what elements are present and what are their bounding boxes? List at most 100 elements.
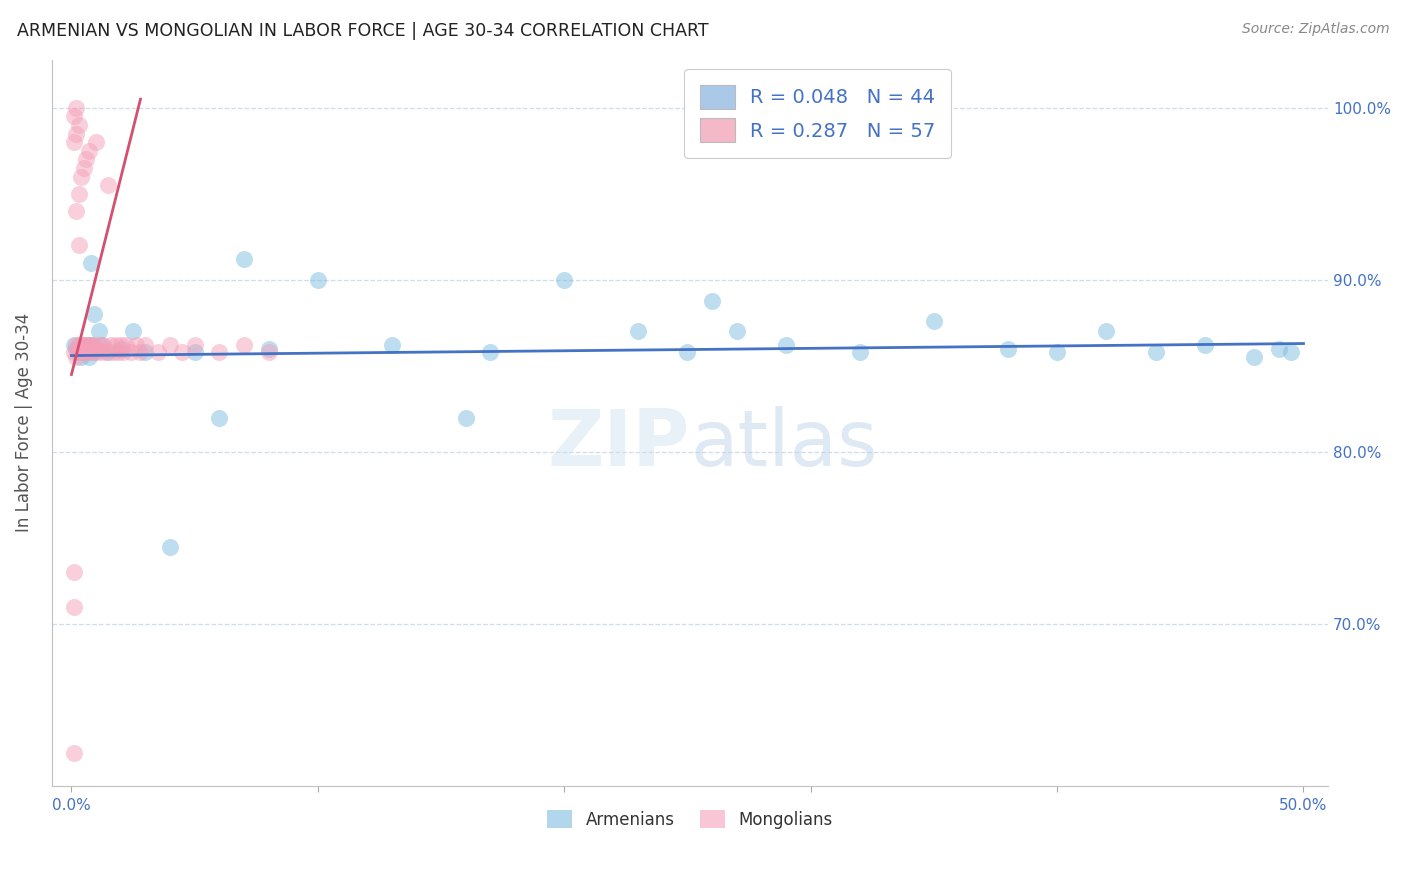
Point — [103, 345, 125, 359]
Point — [1046, 345, 1069, 359]
Point — [775, 338, 797, 352]
Point — [77, 144, 100, 158]
Point — [700, 293, 723, 308]
Point — [307, 273, 329, 287]
Point — [77, 345, 100, 359]
Point — [77, 351, 100, 365]
Point — [97, 178, 120, 193]
Point — [725, 325, 748, 339]
Point — [134, 338, 156, 352]
Point — [1279, 345, 1302, 359]
Point — [233, 338, 256, 352]
Point — [479, 345, 502, 359]
Point — [94, 345, 117, 359]
Point — [63, 599, 86, 614]
Point — [73, 345, 96, 359]
Point — [65, 338, 87, 352]
Point — [553, 273, 575, 287]
Point — [676, 345, 699, 359]
Point — [1095, 325, 1118, 339]
Point — [146, 345, 169, 359]
Point — [67, 345, 90, 359]
Point — [84, 342, 107, 356]
Point — [73, 338, 96, 352]
Point — [63, 338, 86, 352]
Point — [87, 325, 110, 339]
Point — [97, 345, 120, 359]
Point — [183, 338, 205, 352]
Point — [67, 345, 90, 359]
Point — [922, 314, 945, 328]
Point — [849, 345, 872, 359]
Point — [208, 410, 231, 425]
Point — [83, 307, 105, 321]
Text: atlas: atlas — [690, 407, 877, 483]
Point — [75, 338, 97, 352]
Point — [80, 338, 103, 352]
Legend: Armenians, Mongolians: Armenians, Mongolians — [541, 804, 839, 836]
Point — [93, 338, 115, 352]
Point — [172, 345, 194, 359]
Point — [129, 345, 152, 359]
Point — [114, 338, 136, 352]
Point — [67, 338, 90, 352]
Point — [1243, 351, 1265, 365]
Text: Source: ZipAtlas.com: Source: ZipAtlas.com — [1241, 22, 1389, 37]
Point — [159, 540, 181, 554]
Point — [84, 345, 107, 359]
Point — [110, 342, 132, 356]
Point — [75, 345, 97, 359]
Point — [183, 345, 205, 359]
Point — [257, 345, 280, 359]
Point — [107, 345, 129, 359]
Point — [65, 204, 87, 219]
Point — [63, 345, 86, 359]
Point — [1268, 342, 1291, 356]
Text: ZIP: ZIP — [548, 407, 690, 483]
Point — [122, 325, 145, 339]
Point — [77, 338, 100, 352]
Point — [1144, 345, 1167, 359]
Point — [77, 338, 100, 352]
Point — [159, 338, 181, 352]
Point — [1194, 338, 1216, 352]
Point — [70, 345, 93, 359]
Point — [63, 135, 86, 149]
Point — [997, 342, 1019, 356]
Point — [83, 338, 105, 352]
Y-axis label: In Labor Force | Age 30-34: In Labor Force | Age 30-34 — [15, 313, 32, 533]
Point — [83, 342, 105, 356]
Point — [75, 345, 97, 359]
Point — [112, 345, 135, 359]
Point — [100, 338, 122, 352]
Point — [104, 338, 127, 352]
Point — [63, 109, 86, 123]
Point — [65, 101, 87, 115]
Point — [65, 351, 87, 365]
Point — [63, 566, 86, 580]
Point — [70, 338, 93, 352]
Point — [63, 746, 86, 760]
Point — [65, 127, 87, 141]
Point — [381, 338, 404, 352]
Point — [233, 252, 256, 267]
Point — [84, 135, 107, 149]
Point — [627, 325, 650, 339]
Point — [257, 342, 280, 356]
Point — [208, 345, 231, 359]
Point — [124, 338, 146, 352]
Point — [73, 338, 96, 352]
Point — [65, 342, 87, 356]
Point — [67, 118, 90, 132]
Text: ARMENIAN VS MONGOLIAN IN LABOR FORCE | AGE 30-34 CORRELATION CHART: ARMENIAN VS MONGOLIAN IN LABOR FORCE | A… — [17, 22, 709, 40]
Point — [75, 153, 97, 167]
Point — [67, 238, 90, 252]
Point — [67, 186, 90, 201]
Point — [80, 255, 103, 269]
Point — [83, 345, 105, 359]
Point — [80, 338, 103, 352]
Point — [70, 351, 93, 365]
Point — [90, 338, 112, 352]
Point — [134, 345, 156, 359]
Point — [90, 345, 112, 359]
